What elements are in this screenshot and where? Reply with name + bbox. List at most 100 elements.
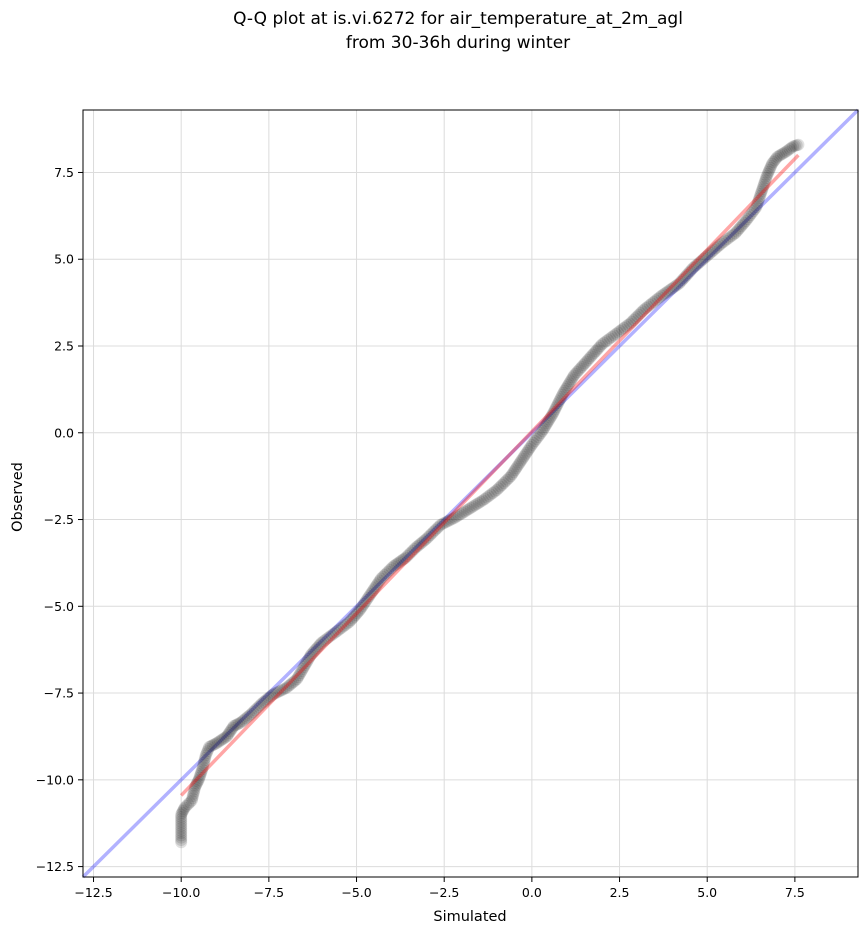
data-point — [304, 648, 317, 661]
data-point — [293, 669, 306, 682]
data-point — [571, 366, 584, 379]
data-point — [537, 423, 550, 436]
data-point — [418, 534, 431, 547]
data-point — [188, 785, 201, 798]
data-point — [186, 790, 199, 803]
data-point — [359, 595, 372, 608]
data-point — [528, 434, 541, 447]
data-point — [752, 194, 765, 207]
y-tick-label: 2.5 — [54, 339, 74, 354]
data-point — [739, 215, 752, 228]
data-point — [741, 213, 754, 226]
data-point — [287, 676, 300, 689]
plot-area-frame — [82, 109, 859, 878]
data-point — [312, 640, 325, 653]
data-point — [436, 517, 449, 530]
fit-line — [179, 153, 800, 797]
data-point — [434, 518, 447, 531]
data-point — [744, 209, 757, 222]
data-point — [787, 140, 800, 153]
data-point — [581, 353, 594, 366]
x-tick-label: −12.5 — [74, 885, 112, 900]
data-point — [175, 824, 188, 837]
data-point — [604, 332, 617, 345]
data-point — [552, 397, 565, 410]
data-point — [368, 582, 381, 595]
data-point — [431, 522, 444, 535]
data-point — [367, 584, 380, 597]
data-point — [401, 549, 414, 562]
data-point — [325, 629, 338, 642]
data-point — [177, 803, 190, 816]
data-point — [245, 707, 258, 720]
data-point — [558, 384, 571, 397]
data-point — [549, 403, 562, 416]
data-point — [527, 436, 540, 449]
data-point — [684, 265, 697, 278]
x-tick-label: 0.0 — [522, 885, 542, 900]
data-point — [372, 576, 385, 589]
data-point — [577, 359, 590, 372]
data-point — [653, 291, 666, 304]
data-point — [667, 281, 680, 294]
data-point — [750, 201, 763, 214]
data-point — [427, 525, 440, 538]
data-point — [759, 174, 772, 187]
data-point — [492, 482, 505, 495]
data-point — [697, 252, 710, 265]
data-point — [468, 499, 481, 512]
data-point — [175, 833, 188, 846]
data-point — [751, 198, 764, 211]
data-point — [289, 674, 302, 687]
data-point — [719, 234, 732, 247]
y-axis-label: Observed — [10, 462, 26, 532]
data-point — [544, 411, 557, 424]
data-point — [514, 456, 527, 469]
data-point — [490, 484, 503, 497]
data-point — [567, 369, 580, 382]
data-point — [706, 245, 719, 258]
data-point — [196, 763, 209, 776]
data-point — [638, 303, 651, 316]
data-point — [404, 546, 417, 559]
data-point — [268, 687, 281, 700]
data-point — [454, 508, 467, 521]
data-point — [763, 163, 776, 176]
data-point — [193, 771, 206, 784]
data-point — [406, 544, 419, 557]
data-point — [188, 783, 201, 796]
data-point — [776, 147, 789, 160]
data-point — [226, 721, 239, 734]
chart-title-line-2: from 30-36h during winter — [346, 33, 570, 53]
data-point — [323, 630, 336, 643]
data-point — [424, 529, 437, 542]
data-point — [385, 562, 398, 575]
data-point — [488, 485, 501, 498]
data-point — [460, 504, 473, 517]
data-point — [748, 203, 761, 216]
data-point — [382, 565, 395, 578]
data-point — [578, 357, 591, 370]
data-point — [727, 228, 740, 241]
data-point — [335, 621, 348, 634]
data-point — [470, 498, 483, 511]
data-point — [261, 693, 274, 706]
data-point — [339, 618, 352, 631]
data-point — [341, 617, 354, 630]
data-point — [411, 539, 424, 552]
data-point — [596, 338, 609, 351]
data-point — [478, 492, 491, 505]
data-point — [175, 813, 188, 826]
data-point — [499, 475, 512, 488]
data-point — [396, 554, 409, 567]
data-point — [729, 227, 742, 240]
data-point — [456, 506, 469, 519]
data-point — [770, 152, 783, 165]
fit-line-layer — [179, 153, 800, 797]
data-point — [197, 758, 210, 771]
data-point — [296, 663, 309, 676]
data-point — [185, 794, 198, 807]
data-point — [760, 169, 773, 182]
data-point — [788, 139, 801, 152]
